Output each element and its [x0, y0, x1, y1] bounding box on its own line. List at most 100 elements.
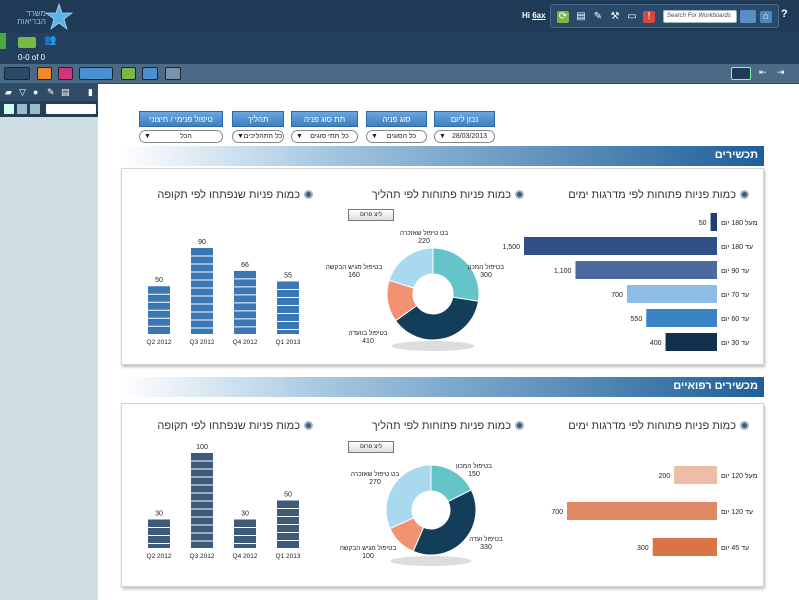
bar-0: [710, 213, 717, 231]
legend-button[interactable]: ליצ פרוס: [348, 441, 394, 453]
help-icon[interactable]: ?: [781, 8, 788, 20]
filter-type-select[interactable]: ▼ כל הסוגים: [366, 130, 427, 143]
logo-line2: הבריאות: [17, 17, 46, 26]
category-label-5: עד 30 יום: [721, 340, 749, 347]
sidebar-search-input[interactable]: [46, 104, 96, 114]
print-icon[interactable]: [121, 67, 136, 80]
back-icon[interactable]: ⇤: [759, 67, 767, 77]
filter-subtype-select[interactable]: ▼ כל תתי סוגים: [291, 130, 358, 143]
users-icon[interactable]: 👥: [44, 35, 57, 46]
bar-chart-title: כמות פניות פתוחות לפי מדרגות ימים: [568, 420, 749, 432]
category-label-0: מעל 180 יום: [721, 219, 758, 227]
edit-icon[interactable]: [37, 67, 52, 80]
slice-label-1: בטיפול בוועדה: [348, 329, 387, 337]
filter-date-label: נכון ליום: [434, 111, 495, 127]
refresh-icon[interactable]: ⟳: [557, 11, 569, 23]
column-label-2: Q4 2012: [233, 339, 258, 346]
bullet-icon: [304, 421, 313, 430]
donut-slice-3: [385, 464, 432, 530]
column-label-3: Q1 2013: [276, 339, 301, 346]
save-icon[interactable]: ▤: [576, 11, 586, 22]
category-label-0: מעל 120 יום: [721, 472, 758, 480]
bar-5: [665, 333, 717, 351]
bullet-icon: [515, 421, 524, 430]
sidebar-search-row: [0, 101, 98, 117]
bar-3: [626, 285, 717, 303]
bar-2: [575, 261, 717, 279]
column-chart-title-text: כמות פניות שנפתחו לפי תקופה: [157, 420, 300, 432]
alert-icon[interactable]: !: [643, 11, 655, 23]
column-value-2: 66: [241, 262, 249, 269]
delete-icon[interactable]: [58, 67, 73, 80]
bar-chart-title-text: כמות פניות פתוחות לפי מדרגות ימים: [568, 189, 736, 201]
wrench-icon[interactable]: ✎: [593, 11, 603, 22]
value-label-0: 200: [658, 473, 670, 480]
comment-icon[interactable]: ●: [33, 87, 39, 97]
chevron-down-icon: ▼: [237, 133, 244, 140]
bar-1: [524, 237, 717, 255]
column-3: [277, 281, 299, 334]
folder-icon[interactable]: ▰: [5, 87, 12, 97]
slice-value-1: 410: [362, 338, 374, 345]
slice-label-1: בטיפול ועדה: [469, 535, 503, 543]
donut-slice-3: [388, 247, 434, 289]
column-label-0: Q2 2012: [147, 339, 172, 346]
slice-label-0: בטיפול המכון: [456, 462, 492, 470]
settings-gear-icon[interactable]: [4, 67, 30, 80]
star-logo-icon: [44, 2, 74, 31]
chevron-down-icon: ▼: [144, 133, 151, 140]
filter-process-select[interactable]: ▼ כל התהליכים: [232, 130, 284, 143]
search-input[interactable]: Search For Workboards: [663, 10, 737, 23]
grid-icon[interactable]: [4, 104, 14, 114]
search-button[interactable]: [740, 10, 756, 23]
bar-chart-title: כמות פניות פתוחות לפי מדרגות ימים: [568, 189, 749, 201]
dashboard-view-icon[interactable]: [731, 67, 751, 80]
filter-date: נכון ליום ▼ 28/03/2013: [434, 111, 495, 143]
new-item-button[interactable]: [18, 37, 36, 48]
value-label-2: 1,100: [554, 268, 572, 275]
column-value-0: 30: [155, 511, 163, 518]
user-link[interactable]: 6ax: [532, 11, 546, 20]
legend-button[interactable]: ליצ פרוס: [348, 209, 394, 221]
send-icon[interactable]: [165, 67, 181, 80]
forward-icon[interactable]: ⇥: [777, 67, 785, 77]
bullet-icon: [740, 190, 749, 199]
document-icon[interactable]: ▤: [61, 87, 70, 97]
filter-icon[interactable]: ▽: [19, 87, 26, 97]
slice-value-3: 220: [418, 238, 430, 245]
record-counter: 0-0 of 0: [18, 53, 46, 62]
filter-internal-external-select[interactable]: ▼ הכל: [139, 130, 223, 143]
filter-internal-external-label: טיפול פנימי / חיצוני: [139, 111, 223, 127]
donut-chart-title: כמות פניות פתוחות לפי תהליך: [372, 420, 524, 432]
tree-icon[interactable]: [30, 104, 40, 114]
donut-chart-title-text: כמות פניות פתוחות לפי תהליך: [371, 189, 511, 201]
column-label-0: Q2 2012: [147, 553, 172, 560]
filter-date-select[interactable]: ▼ 28/03/2013: [434, 130, 495, 143]
ministry-logo[interactable]: משרד הבריאות: [6, 2, 76, 32]
export-icon[interactable]: ▭: [627, 11, 637, 22]
slice-value-2: 160: [348, 272, 360, 279]
slice-label-2: בטיפול מגיש הבקשה: [340, 544, 397, 552]
value-label-4: 550: [631, 316, 643, 323]
view-toggle-button[interactable]: [79, 67, 113, 80]
column-value-3: 50: [284, 492, 292, 499]
chevron-down-icon: ▼: [296, 133, 303, 140]
list-icon[interactable]: [17, 104, 27, 114]
value-label-0: 50: [699, 220, 707, 227]
filter-subtype: תת סוג פניה ▼ כל תתי סוגים: [291, 111, 358, 143]
attach-icon[interactable]: ✎: [47, 87, 55, 97]
tools-icon[interactable]: ⚒: [610, 11, 620, 22]
slice-value-3: 270: [369, 479, 381, 486]
category-label-4: עד 60 יום: [721, 316, 749, 323]
filter-subtype-value: כל תתי סוגים: [310, 133, 349, 140]
bar-4: [646, 309, 717, 327]
donut-chart-title: כמות פניות פתוחות לפי תהליך: [372, 189, 524, 201]
pin-icon[interactable]: ▮: [88, 87, 93, 97]
bar-chart-title-text: כמות פניות פתוחות לפי מדרגות ימים: [568, 420, 736, 432]
filter-process-value: כל התהליכים: [243, 133, 283, 140]
bullet-icon: [304, 190, 313, 199]
value-label-1: 1,500: [502, 244, 520, 251]
home-icon[interactable]: ⌂: [760, 11, 772, 23]
slice-value-2: 100: [362, 553, 374, 560]
copy-icon[interactable]: [142, 67, 158, 80]
